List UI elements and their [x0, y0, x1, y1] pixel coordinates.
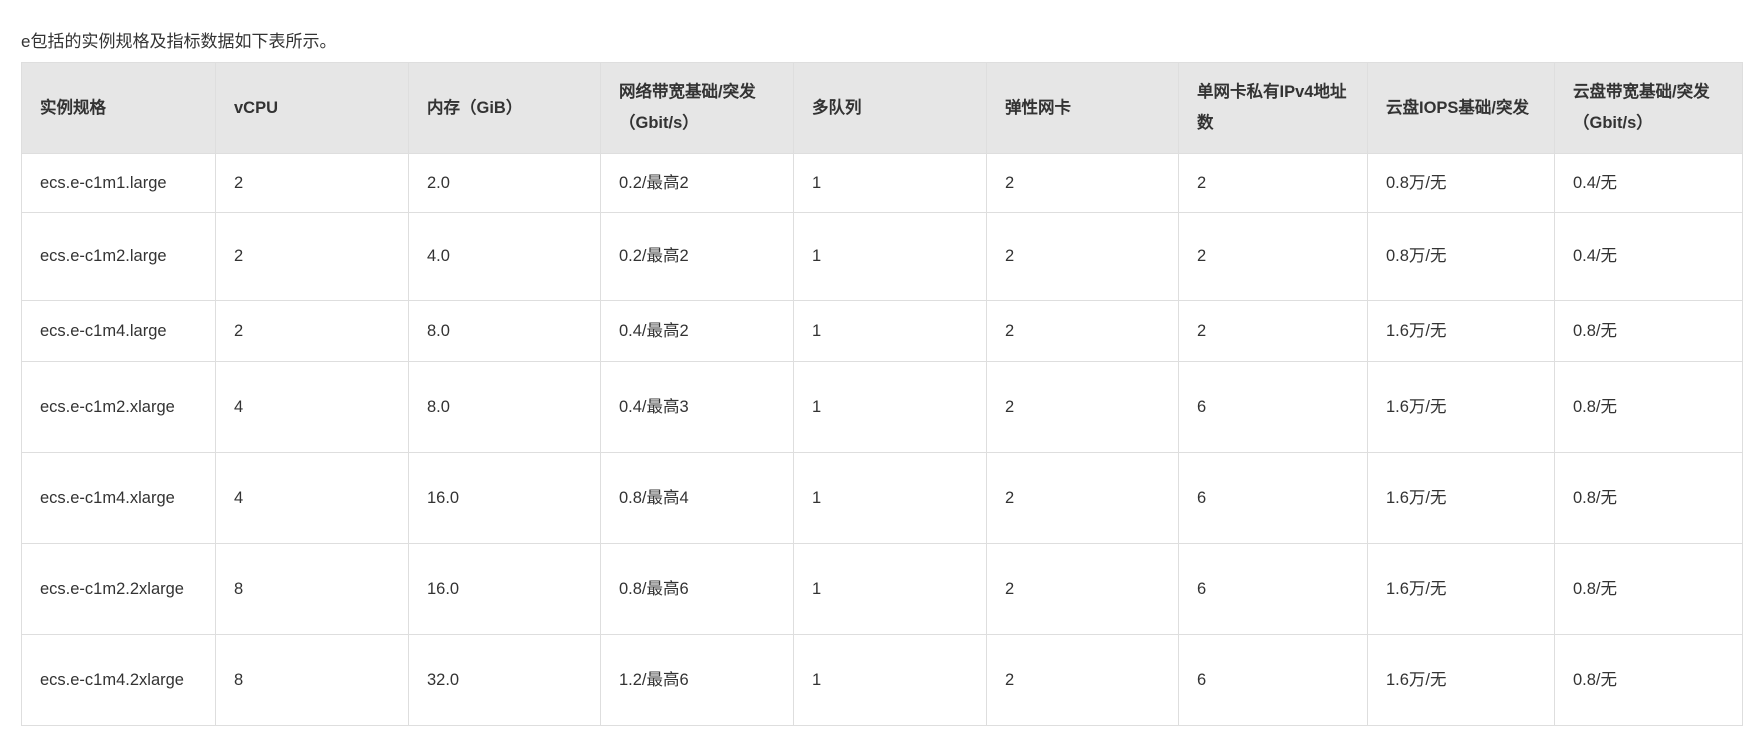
- table-cell: 1.6万/无: [1367, 634, 1555, 726]
- table-row: ecs.e-c1m4.large 2 8.0 0.4/最高2 1 2 2 1.6万/无 0.8/…: [21, 300, 1743, 362]
- column-header: 多队列: [793, 62, 987, 154]
- column-header: 云盘IOPS基础/突发: [1367, 62, 1555, 154]
- table-cell: 6: [1178, 543, 1368, 635]
- table-cell: ecs.e-c1m1.large: [21, 153, 216, 213]
- column-header: vCPU: [215, 62, 409, 154]
- table-cell: 0.4/最高3: [600, 361, 794, 453]
- column-header: 网络带宽基础/突发（Gbit/s）: [600, 62, 794, 154]
- table-cell: ecs.e-c1m2.xlarge: [21, 361, 216, 453]
- table-cell: 0.4/无: [1554, 212, 1743, 301]
- table-cell: 0.4/无: [1554, 153, 1743, 213]
- table-row: ecs.e-c1m4.2xlarge 8 32.0 1.2/最高6 1 2 6 1.6万/无 0…: [21, 634, 1743, 726]
- table-cell: ecs.e-c1m4.xlarge: [21, 452, 216, 544]
- table-cell: 0.8/无: [1554, 361, 1743, 453]
- table-cell: 1.6万/无: [1367, 300, 1555, 362]
- table-row: ecs.e-c1m2.2xlarge 8 16.0 0.8/最高6 1 2 6 1.6万/无 0…: [21, 543, 1743, 635]
- table-cell: 6: [1178, 634, 1368, 726]
- intro-text: e包括的实例规格及指标数据如下表所示。: [21, 32, 337, 51]
- table-cell: 2: [986, 543, 1179, 635]
- table-cell: 2: [986, 634, 1179, 726]
- table-cell: 4.0: [408, 212, 601, 301]
- table-cell: 1: [793, 361, 987, 453]
- table-cell: 2: [986, 153, 1179, 213]
- table-cell: 8: [215, 543, 409, 635]
- table-cell: 2: [1178, 153, 1368, 213]
- table-cell: 2: [215, 153, 409, 213]
- table-cell: 1.2/最高6: [600, 634, 794, 726]
- column-header: 弹性网卡: [986, 62, 1179, 154]
- table-cell: 2: [215, 212, 409, 301]
- table-cell: 1: [793, 634, 987, 726]
- table-cell: 0.8/无: [1554, 543, 1743, 635]
- table-cell: 0.8/无: [1554, 634, 1743, 726]
- table-cell: 2: [986, 361, 1179, 453]
- table-cell: 2: [1178, 300, 1368, 362]
- table-cell: 1: [793, 300, 987, 362]
- column-header: 单网卡私有IPv4地址数: [1178, 62, 1368, 154]
- instance-spec-table: 实例规格 vCPU 内存（GiB） 网络带宽基础/突发（Gbit/s） 多队列 弹性网卡单…: [21, 62, 1743, 726]
- table-cell: 1.6万/无: [1367, 543, 1555, 635]
- table-cell: 0.4/最高2: [600, 300, 794, 362]
- table-cell: 2: [986, 452, 1179, 544]
- table-cell: 16.0: [408, 452, 601, 544]
- table-cell: 0.8/无: [1554, 300, 1743, 362]
- table-cell: 6: [1178, 361, 1368, 453]
- table-cell: 0.8/无: [1554, 452, 1743, 544]
- column-header: 内存（GiB）: [408, 62, 601, 154]
- table-cell: 1: [793, 543, 987, 635]
- table-cell: ecs.e-c1m2.large: [21, 212, 216, 301]
- table-cell: 0.2/最高2: [600, 212, 794, 301]
- table-row: ecs.e-c1m4.xlarge 4 16.0 0.8/最高4 1 2 6 1.6万/无 0.…: [21, 452, 1743, 544]
- table-cell: 1.6万/无: [1367, 361, 1555, 453]
- table-cell: 8.0: [408, 361, 601, 453]
- table-cell: 0.2/最高2: [600, 153, 794, 213]
- table-row: ecs.e-c1m2.xlarge 4 8.0 0.4/最高3 1 2 6 1.6万/无 0.8…: [21, 361, 1743, 453]
- table-cell: 0.8/最高6: [600, 543, 794, 635]
- table-cell: 4: [215, 452, 409, 544]
- table-cell: 2: [215, 300, 409, 362]
- table-cell: 2: [986, 300, 1179, 362]
- table-cell: 1: [793, 212, 987, 301]
- table-row: ecs.e-c1m1.large 2 2.0 0.2/最高2 1 2 2 0.8万/无 0.4/…: [21, 153, 1743, 213]
- table-cell: 0.8/最高4: [600, 452, 794, 544]
- table-cell: 32.0: [408, 634, 601, 726]
- table-cell: 1: [793, 153, 987, 213]
- table-cell: ecs.e-c1m2.2xlarge: [21, 543, 216, 635]
- table-cell: 1: [793, 452, 987, 544]
- table-cell: 16.0: [408, 543, 601, 635]
- table-cell: 4: [215, 361, 409, 453]
- table-cell: 0.8万/无: [1367, 212, 1555, 301]
- table-cell: 2.0: [408, 153, 601, 213]
- table-header-row: 实例规格 vCPU 内存（GiB） 网络带宽基础/突发（Gbit/s） 多队列 弹性网卡单…: [21, 62, 1743, 154]
- table-cell: 0.8万/无: [1367, 153, 1555, 213]
- column-header: 云盘带宽基础/突发（Gbit/s）: [1554, 62, 1743, 154]
- table-cell: 6: [1178, 452, 1368, 544]
- table-cell: ecs.e-c1m4.large: [21, 300, 216, 362]
- table-cell: ecs.e-c1m4.2xlarge: [21, 634, 216, 726]
- table-cell: 8.0: [408, 300, 601, 362]
- table-cell: 1.6万/无: [1367, 452, 1555, 544]
- table-row: ecs.e-c1m2.large 2 4.0 0.2/最高2 1 2 2 0.8万/无 0.4/…: [21, 212, 1743, 301]
- table-cell: 8: [215, 634, 409, 726]
- table-cell: 2: [1178, 212, 1368, 301]
- table-cell: 2: [986, 212, 1179, 301]
- column-header: 实例规格: [21, 62, 216, 154]
